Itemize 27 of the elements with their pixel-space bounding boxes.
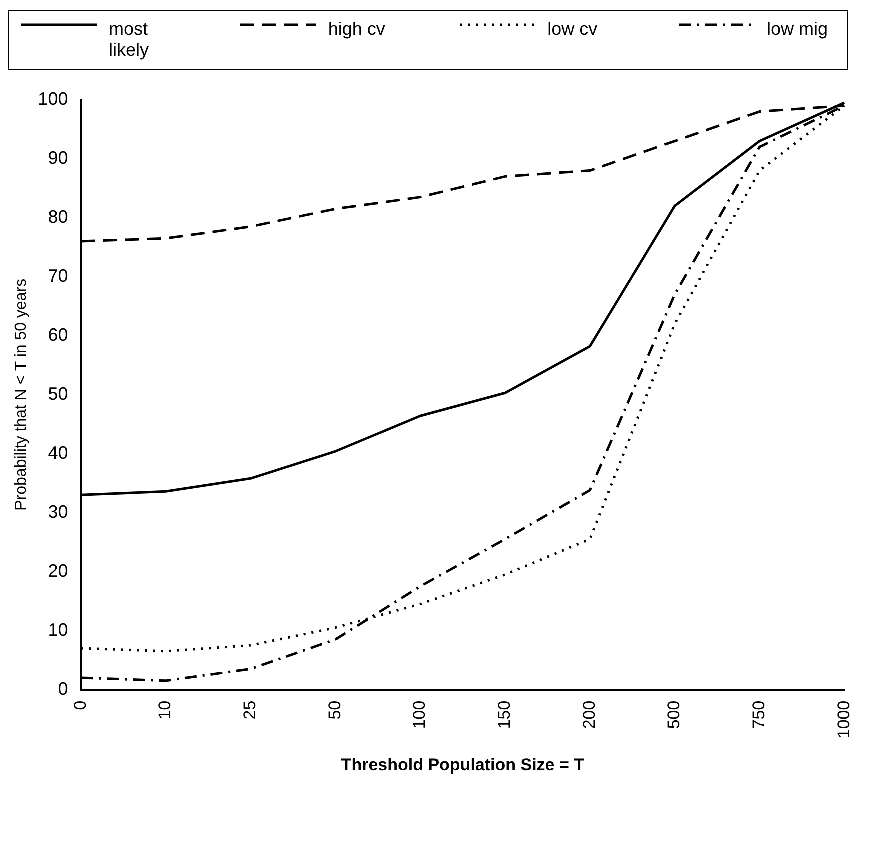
y-tick-label: 10 bbox=[48, 620, 68, 640]
x-tick-label: 750 bbox=[749, 700, 768, 730]
x-tick-label: 50 bbox=[325, 700, 344, 720]
y-tick-label: 0 bbox=[58, 678, 68, 699]
y-tick-label: 90 bbox=[48, 148, 68, 168]
y-tick-label: 60 bbox=[48, 324, 68, 345]
y-tick-label: 100 bbox=[38, 88, 68, 109]
legend-label: low cv bbox=[548, 19, 599, 40]
x-tick-label: 10 bbox=[156, 700, 175, 720]
x-axis-title: Threshold Population Size = T bbox=[341, 755, 586, 774]
y-tick-label: 80 bbox=[48, 206, 68, 227]
legend-label: high cv bbox=[328, 19, 386, 40]
y-tick-label: 40 bbox=[48, 442, 68, 463]
legend-label: most likely bbox=[109, 19, 150, 61]
x-tick-label: 150 bbox=[495, 700, 514, 730]
y-tick-label: 20 bbox=[48, 560, 68, 581]
y-tick-label: 50 bbox=[48, 384, 68, 404]
legend-label: low mig bbox=[766, 19, 829, 40]
y-tick-label: 30 bbox=[48, 502, 68, 522]
x-tick-label: 1000 bbox=[834, 700, 854, 739]
x-tick-label: 100 bbox=[410, 700, 430, 730]
x-tick-label: 500 bbox=[664, 700, 684, 730]
y-tick-label: 70 bbox=[48, 266, 68, 286]
x-tick-label: 25 bbox=[240, 700, 260, 720]
x-tick-label: 0 bbox=[70, 700, 90, 710]
y-axis-title: Probability that N < T in 50 years bbox=[13, 278, 30, 511]
x-tick-label: 200 bbox=[580, 700, 599, 730]
